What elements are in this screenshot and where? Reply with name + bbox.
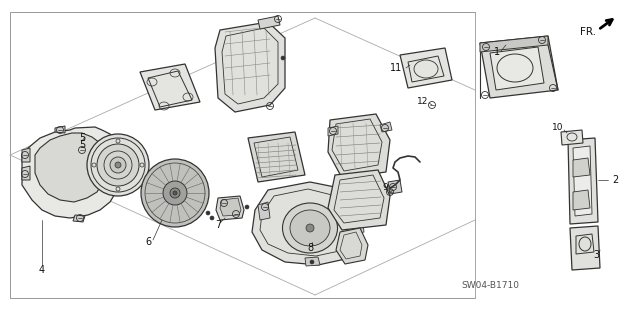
- Polygon shape: [352, 215, 364, 235]
- Polygon shape: [328, 114, 390, 178]
- Polygon shape: [258, 16, 280, 29]
- Ellipse shape: [306, 224, 314, 232]
- Text: 11: 11: [390, 63, 402, 73]
- Ellipse shape: [141, 159, 209, 227]
- Ellipse shape: [170, 188, 180, 198]
- Polygon shape: [35, 133, 105, 202]
- Text: SW04-B1710: SW04-B1710: [461, 281, 519, 290]
- Text: 9: 9: [382, 183, 388, 193]
- Ellipse shape: [245, 205, 249, 209]
- Polygon shape: [328, 170, 390, 230]
- Text: 10: 10: [552, 124, 563, 132]
- Polygon shape: [248, 132, 305, 182]
- Ellipse shape: [87, 134, 149, 196]
- Polygon shape: [570, 226, 600, 270]
- Polygon shape: [252, 182, 362, 265]
- Polygon shape: [573, 158, 590, 177]
- Text: 3: 3: [593, 250, 599, 260]
- Polygon shape: [73, 215, 85, 222]
- Polygon shape: [380, 122, 392, 132]
- Ellipse shape: [310, 260, 314, 264]
- Ellipse shape: [281, 56, 285, 60]
- Text: 8: 8: [307, 243, 313, 253]
- Polygon shape: [22, 148, 30, 162]
- Polygon shape: [388, 180, 402, 194]
- Polygon shape: [22, 127, 118, 218]
- Text: 7: 7: [215, 220, 221, 230]
- Ellipse shape: [290, 210, 330, 246]
- Ellipse shape: [282, 203, 338, 253]
- Ellipse shape: [97, 144, 139, 186]
- Polygon shape: [305, 257, 320, 266]
- Polygon shape: [220, 198, 241, 216]
- Ellipse shape: [206, 211, 210, 215]
- Polygon shape: [568, 138, 598, 224]
- Polygon shape: [140, 64, 200, 110]
- Polygon shape: [328, 126, 338, 136]
- Polygon shape: [216, 196, 244, 220]
- Text: 4: 4: [39, 265, 45, 275]
- Polygon shape: [336, 228, 368, 264]
- Ellipse shape: [163, 181, 187, 205]
- Polygon shape: [490, 47, 544, 90]
- Polygon shape: [22, 166, 30, 180]
- Polygon shape: [573, 190, 590, 210]
- Text: 5: 5: [79, 133, 85, 143]
- Polygon shape: [55, 126, 65, 133]
- Polygon shape: [215, 22, 285, 112]
- Polygon shape: [258, 202, 270, 220]
- Text: 6: 6: [145, 237, 151, 247]
- Ellipse shape: [115, 162, 121, 168]
- Text: 12: 12: [416, 97, 428, 106]
- Ellipse shape: [210, 216, 214, 220]
- Ellipse shape: [110, 157, 126, 173]
- Text: 2: 2: [612, 175, 618, 185]
- Text: 1: 1: [494, 47, 500, 57]
- Polygon shape: [480, 36, 558, 98]
- Ellipse shape: [173, 191, 177, 195]
- Polygon shape: [573, 146, 592, 216]
- Text: 5: 5: [79, 140, 85, 150]
- Text: FR.: FR.: [580, 27, 596, 37]
- Polygon shape: [561, 130, 583, 145]
- Polygon shape: [480, 36, 548, 52]
- Polygon shape: [400, 48, 452, 88]
